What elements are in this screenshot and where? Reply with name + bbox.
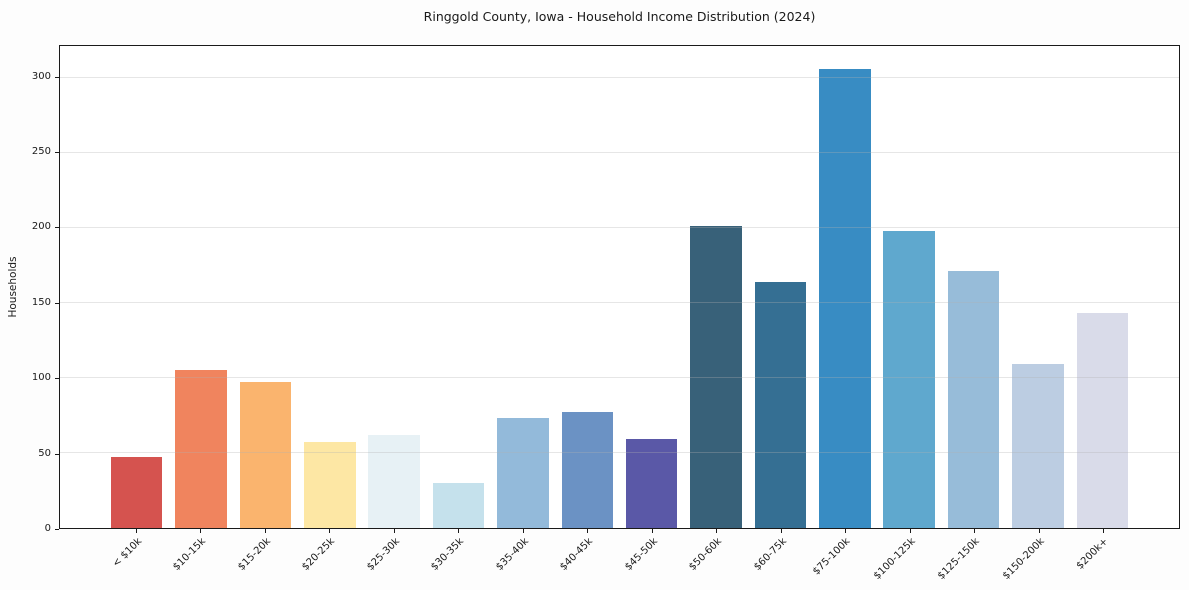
x-tick-label: $15-20k (235, 536, 273, 573)
x-tick-label: $100-125k (871, 536, 918, 582)
x-tick-mark (458, 529, 459, 533)
gridline (60, 151, 1179, 153)
y-tick-label: 100 (31, 372, 51, 383)
x-tick-mark (394, 529, 395, 533)
gridline (60, 301, 1179, 303)
bar (304, 442, 356, 528)
y-tick-label: 300 (31, 71, 51, 82)
x-tick-mark (910, 529, 911, 533)
x-tick-mark (265, 529, 266, 533)
x-tick-mark (1039, 529, 1040, 533)
x-tick-mark (716, 529, 717, 533)
bar (561, 412, 614, 528)
x-tick-mark (974, 529, 975, 533)
x-tick-label: $150-200k (1000, 536, 1047, 582)
x-tick-label: $200k+ (1074, 536, 1111, 572)
bar (1012, 364, 1064, 528)
x-tick-label: $75-100k (811, 536, 853, 578)
bar (110, 457, 163, 528)
x-tick-mark (845, 529, 846, 533)
x-tick-mark (652, 529, 653, 533)
x-tick-mark (136, 529, 137, 533)
x-tick-label: $10-15k (170, 536, 208, 573)
y-tick-label: 0 (44, 523, 51, 534)
x-tick-label: $25-30k (364, 536, 402, 573)
x-tick-label: $50-60k (686, 536, 724, 573)
bar (690, 226, 742, 528)
gridline (60, 451, 1179, 453)
chart-title: Ringgold County, Iowa - Household Income… (423, 9, 816, 24)
x-tick-mark (587, 529, 588, 533)
x-tick-label: $30-35k (428, 536, 466, 573)
gridline (60, 376, 1179, 378)
x-tick-mark (523, 529, 524, 533)
x-tick-label: $40-45k (557, 536, 595, 573)
bar (432, 482, 485, 528)
bar (947, 271, 1000, 528)
bar (175, 370, 227, 528)
y-axis-label: Households (7, 256, 19, 318)
y-tick-label: 50 (38, 448, 51, 459)
x-tick-label: < $10k (110, 536, 144, 570)
y-tick-label: 200 (31, 221, 51, 232)
bar (819, 68, 871, 528)
gridline (60, 76, 1179, 78)
x-tick-mark (329, 529, 330, 533)
x-tick-mark (781, 529, 782, 533)
y-tick-mark (55, 529, 59, 530)
bar (625, 439, 678, 528)
x-tick-mark (1103, 529, 1104, 533)
x-tick-label: $45-50k (622, 536, 660, 573)
y-tick-label: 250 (31, 146, 51, 157)
x-tick-label: $125-150k (935, 536, 982, 582)
bar (754, 281, 807, 528)
plot-area (59, 45, 1180, 529)
bar (497, 418, 549, 528)
bar (239, 382, 292, 528)
bar (1076, 313, 1129, 528)
bar (368, 434, 420, 528)
bar (883, 230, 935, 528)
x-tick-label: $60-75k (751, 536, 789, 573)
x-tick-mark (200, 529, 201, 533)
x-tick-label: $35-40k (493, 536, 531, 573)
x-tick-label: $20-25k (299, 536, 337, 573)
gridline (60, 226, 1179, 228)
